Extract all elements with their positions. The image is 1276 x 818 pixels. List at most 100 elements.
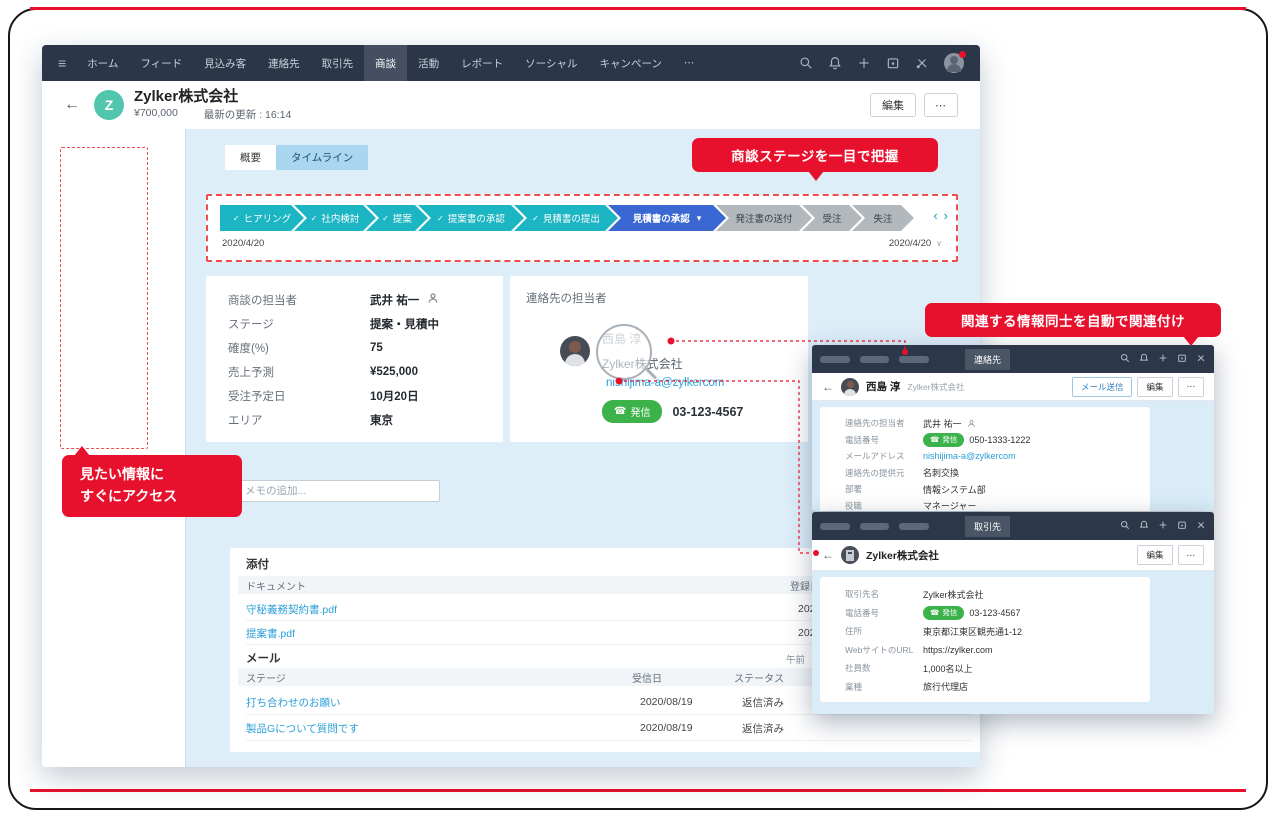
nav-item-contacts[interactable]: 連絡先 <box>268 57 300 70</box>
tools-icon[interactable] <box>1196 517 1206 535</box>
field-row: 商談の担当者 武井 祐一 <box>228 288 503 312</box>
contact-photo <box>841 377 859 396</box>
tools-icon[interactable] <box>915 56 929 70</box>
nav-item-leads[interactable]: 見込み客 <box>204 57 247 70</box>
bell-icon[interactable] <box>1139 517 1149 535</box>
edit-button[interactable]: 編集 <box>1137 545 1173 565</box>
plus-icon[interactable] <box>857 56 871 70</box>
field-row: 電話番号発信050-1333-1222 <box>845 432 1150 449</box>
tab-overview[interactable]: 概要 <box>225 145 276 170</box>
callout-related: 関連する情報同士を自動で関連付け <box>925 303 1221 346</box>
field-row: 電話番号発信03-123-4567 <box>845 604 1150 623</box>
search-icon[interactable] <box>1120 517 1130 535</box>
mail-subject-link[interactable]: 製品Gについて質問です <box>246 722 359 735</box>
back-icon[interactable] <box>822 548 834 562</box>
tab-timeline[interactable]: タイムライン <box>276 145 369 170</box>
field-row: 役職 マネージャー <box>845 500 977 511</box>
call-button[interactable]: 発信 <box>923 605 965 620</box>
call-button[interactable]: 発信 <box>602 400 663 423</box>
nav-item-feed[interactable]: フィード <box>140 57 183 70</box>
documents-table-header: ドキュメント 登録日 <box>238 576 972 594</box>
field-row: 業種 旅行代理店 <box>845 681 969 693</box>
stage-step-current[interactable]: 見積書の承認 <box>608 205 726 231</box>
hamburger-icon[interactable] <box>58 55 66 71</box>
field-row: エリア 東京 <box>228 415 393 427</box>
field-row: メールアドレス nishijima-a@zylkercom <box>845 451 1016 462</box>
user-avatar[interactable] <box>944 51 966 73</box>
nav-item-reports[interactable]: レポート <box>461 57 504 70</box>
nav-item-accounts[interactable]: 取引先 <box>321 57 354 70</box>
more-button[interactable]: ⋯ <box>924 93 958 117</box>
blurred-nav-item <box>860 522 889 530</box>
calendar-icon[interactable] <box>886 56 900 70</box>
attachments-title: 添付 <box>246 559 269 571</box>
mail-subject-link[interactable]: 打ち合わせのお願い <box>246 696 341 709</box>
stage-step[interactable]: 見積書の提出 <box>514 205 618 231</box>
calendar-icon[interactable] <box>1177 517 1187 535</box>
contact-mini-window: 連絡先 西島 淳 Zylker株式会社 メール送信 編集 ⋯ 連絡先の担当者武井… <box>812 345 1214 511</box>
nav-item-accounts[interactable]: 取引先 <box>965 515 1011 537</box>
stage-step[interactable]: ヒアリング <box>220 205 304 231</box>
contact-email-link[interactable]: nishijima-a@zylkercom <box>923 451 1016 462</box>
field-row: WebサイトのURL https://zylker.com <box>845 644 993 655</box>
stage-next-icon[interactable] <box>944 208 948 223</box>
calendar-icon[interactable] <box>1177 350 1187 368</box>
person-icon[interactable] <box>427 291 439 309</box>
deal-avatar: Z <box>94 90 124 120</box>
contact-company: Zylker株式会社 <box>907 381 965 392</box>
back-icon[interactable] <box>822 380 834 394</box>
nav-item-campaigns[interactable]: キャンペーン <box>599 57 662 70</box>
nav-item-deals[interactable]: 商談 <box>364 45 408 81</box>
plus-icon[interactable] <box>1158 350 1168 368</box>
chevron-down-icon[interactable] <box>931 238 942 249</box>
send-mail-button[interactable]: メール送信 <box>1071 376 1133 397</box>
chevron-down-icon <box>694 213 702 224</box>
record-title: Zylker株式会社 <box>134 88 239 105</box>
nav-item-activities[interactable]: 活動 <box>418 57 440 70</box>
edit-button[interactable]: 編集 <box>1137 376 1173 397</box>
document-link[interactable]: 守秘義務契約書.pdf <box>246 603 338 616</box>
check-icon <box>233 213 240 224</box>
account-name: Zylker株式会社 <box>866 549 939 562</box>
nav-item-social[interactable]: ソーシャル <box>525 57 578 70</box>
stage-pager <box>933 208 948 223</box>
back-icon[interactable] <box>64 96 80 114</box>
more-button[interactable]: ⋯ <box>1177 545 1204 565</box>
field-row: 住所 東京都江東区観売通1-12 <box>845 626 1023 637</box>
edit-button[interactable]: 編集 <box>870 93 916 117</box>
field-row: ステージ 提案・見積中 <box>228 319 439 331</box>
plus-icon[interactable] <box>1158 517 1168 535</box>
nav-item-more[interactable]: ⋯ <box>683 57 695 69</box>
stage-step[interactable]: 発注書の送付 <box>716 205 812 231</box>
bell-icon[interactable] <box>828 56 842 70</box>
nav-item-contacts[interactable]: 連絡先 <box>965 348 1011 370</box>
crm-window: ホーム フィード 見込み客 連絡先 取引先 商談 活動 レポート ソーシャル キ… <box>42 45 980 767</box>
blurred-nav-item <box>820 355 850 363</box>
note-input[interactable] <box>236 480 440 502</box>
record-titlebox: Zylker株式会社 ¥700,000 最新の更新 : 16:14 <box>134 88 291 122</box>
blurred-nav-item <box>899 522 929 530</box>
stage-step[interactable]: 提案書の承認 <box>418 205 524 231</box>
field-row: 部署 情報システム部 <box>845 484 986 495</box>
document-link[interactable]: 提案書.pdf <box>246 627 296 640</box>
record-tabs: 概要 タイムライン <box>225 145 369 170</box>
more-button[interactable]: ⋯ <box>1177 376 1204 397</box>
bell-icon[interactable] <box>1139 350 1149 368</box>
field-row: 確度(%) 75 <box>228 342 383 355</box>
callout-stage: 商談ステージを一目で把握 <box>692 138 938 181</box>
search-icon[interactable] <box>799 56 813 70</box>
nav-item-home[interactable]: ホーム <box>87 57 119 70</box>
contact-card-title: 連絡先の担当者 <box>526 293 607 305</box>
call-button[interactable]: 発信 <box>923 432 965 447</box>
stage-prev-icon[interactable] <box>933 208 937 223</box>
check-icon <box>532 213 539 224</box>
deal-amount: ¥700,000 <box>134 107 178 119</box>
contact-photo <box>560 336 590 366</box>
search-icon[interactable] <box>1120 350 1130 368</box>
field-row: 連絡先の提供元 名刺交換 <box>845 467 960 479</box>
stage-step[interactable]: 社内検討 <box>294 205 376 231</box>
tools-icon[interactable] <box>1196 350 1206 368</box>
check-icon <box>437 213 444 224</box>
